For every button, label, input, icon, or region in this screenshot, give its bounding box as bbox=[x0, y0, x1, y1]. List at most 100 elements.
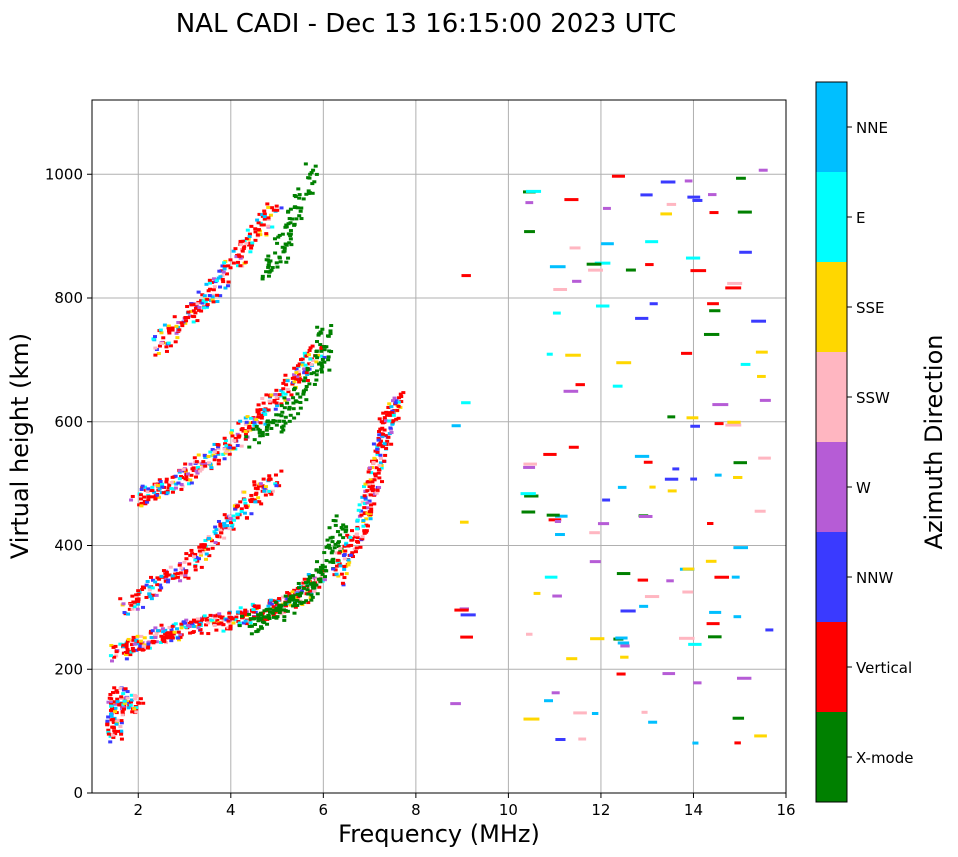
echo-mark bbox=[134, 648, 139, 652]
echo-mark bbox=[153, 635, 158, 639]
echo-mark bbox=[264, 393, 269, 397]
echo-mark bbox=[275, 265, 280, 269]
echo-mark bbox=[333, 542, 338, 546]
echo-mark bbox=[188, 462, 193, 466]
echo-mark bbox=[392, 396, 397, 400]
echo-mark bbox=[374, 459, 379, 463]
echo-mark bbox=[297, 362, 302, 366]
echo-mark bbox=[193, 306, 198, 310]
echo-mark bbox=[733, 461, 747, 465]
echo-mark bbox=[185, 478, 190, 482]
echo-mark bbox=[365, 480, 370, 484]
echo-mark bbox=[173, 486, 178, 490]
echo-mark bbox=[278, 605, 283, 609]
echo-mark bbox=[140, 484, 145, 488]
echo-mark bbox=[242, 245, 247, 249]
echo-mark bbox=[265, 617, 270, 621]
echo-mark bbox=[206, 632, 211, 636]
echo-mark bbox=[210, 295, 215, 299]
echo-mark bbox=[243, 619, 248, 623]
echo-mark bbox=[149, 636, 154, 640]
echo-mark bbox=[275, 404, 280, 408]
echo-mark bbox=[199, 467, 204, 471]
colorbar-segment bbox=[816, 172, 847, 262]
echo-mark bbox=[344, 572, 349, 576]
echo-mark bbox=[140, 486, 145, 490]
echo-mark bbox=[273, 392, 278, 396]
colorbar-label-ssw: SSW bbox=[856, 389, 890, 407]
echo-mark bbox=[121, 643, 126, 647]
echo-mark bbox=[601, 242, 614, 246]
echo-mark bbox=[106, 728, 111, 732]
echo-mark bbox=[269, 206, 274, 210]
echo-mark bbox=[272, 606, 277, 610]
echo-mark bbox=[202, 543, 207, 547]
echo-mark bbox=[271, 419, 276, 423]
echo-mark bbox=[285, 597, 290, 601]
echo-mark bbox=[268, 601, 273, 605]
echo-mark bbox=[281, 602, 286, 606]
echo-mark bbox=[188, 631, 193, 635]
x-tick-label: 4 bbox=[226, 801, 236, 819]
echo-mark bbox=[283, 392, 288, 396]
echo-mark bbox=[248, 416, 253, 420]
echo-mark bbox=[319, 370, 324, 374]
echo-mark bbox=[304, 371, 309, 375]
echo-mark bbox=[362, 506, 367, 510]
echo-mark bbox=[122, 699, 127, 703]
echo-mark bbox=[348, 536, 353, 540]
echo-mark bbox=[736, 176, 746, 180]
echo-mark bbox=[151, 495, 156, 499]
echo-mark bbox=[552, 594, 562, 598]
echo-mark bbox=[736, 676, 752, 680]
echo-mark bbox=[688, 642, 702, 646]
echo-mark bbox=[213, 614, 218, 618]
echo-mark bbox=[297, 196, 302, 200]
echo-mark bbox=[319, 354, 324, 358]
echo-mark bbox=[235, 516, 240, 520]
echo-mark bbox=[322, 551, 327, 555]
echo-mark bbox=[375, 445, 380, 449]
echo-mark bbox=[201, 548, 206, 552]
echo-mark bbox=[142, 636, 147, 640]
echo-mark bbox=[602, 206, 611, 210]
echo-mark bbox=[283, 225, 288, 229]
echo-mark bbox=[167, 636, 172, 640]
echo-mark bbox=[690, 424, 700, 428]
echo-mark bbox=[244, 420, 249, 424]
echo-mark bbox=[170, 490, 175, 494]
echo-mark bbox=[347, 560, 352, 564]
echo-mark bbox=[190, 467, 195, 471]
echo-mark bbox=[372, 478, 377, 482]
echo-mark bbox=[168, 565, 173, 569]
echo-mark bbox=[330, 549, 335, 553]
echo-mark bbox=[115, 697, 120, 701]
echo-mark bbox=[256, 628, 261, 632]
echo-mark bbox=[219, 531, 224, 535]
echo-mark bbox=[305, 366, 310, 370]
echo-mark bbox=[237, 254, 242, 258]
echo-mark bbox=[233, 507, 238, 511]
echo-mark bbox=[315, 356, 320, 360]
echo-mark bbox=[145, 500, 150, 504]
echo-mark bbox=[681, 351, 693, 355]
echo-mark bbox=[280, 391, 285, 395]
echo-mark bbox=[208, 613, 213, 617]
echo-mark bbox=[620, 644, 630, 648]
echo-mark bbox=[264, 428, 269, 432]
echo-mark bbox=[322, 360, 327, 364]
echo-mark bbox=[115, 690, 120, 694]
echo-mark bbox=[389, 442, 394, 446]
echo-mark bbox=[360, 495, 365, 499]
echo-mark bbox=[183, 462, 188, 466]
echo-mark bbox=[253, 227, 258, 231]
echo-mark bbox=[212, 442, 217, 446]
echo-mark bbox=[196, 557, 201, 561]
echo-mark bbox=[266, 265, 271, 269]
echo-mark bbox=[255, 629, 260, 633]
echo-mark bbox=[231, 527, 236, 531]
echo-mark bbox=[113, 706, 118, 710]
echo-mark bbox=[131, 638, 136, 642]
colorbar-label: Azimuth Direction bbox=[920, 335, 948, 550]
echo-mark bbox=[114, 722, 119, 726]
